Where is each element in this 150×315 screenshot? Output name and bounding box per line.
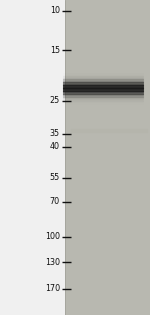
Text: 35: 35 (50, 129, 60, 138)
Bar (65, 0, 150, 315)
Text: 15: 15 (50, 46, 60, 55)
Text: 40: 40 (50, 142, 60, 151)
Text: 70: 70 (50, 197, 60, 206)
Text: 130: 130 (45, 258, 60, 267)
Text: 10: 10 (50, 6, 60, 15)
Text: 55: 55 (50, 174, 60, 182)
Text: 100: 100 (45, 232, 60, 241)
Text: 170: 170 (45, 284, 60, 293)
Text: 25: 25 (50, 96, 60, 105)
